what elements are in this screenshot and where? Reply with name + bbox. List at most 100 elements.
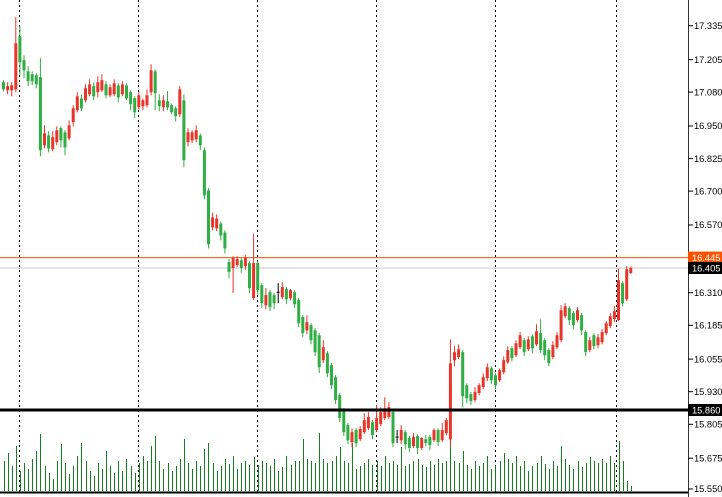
candle-body <box>252 263 256 298</box>
volume-bar <box>4 461 5 491</box>
volume-bar <box>586 463 587 491</box>
volume-bar <box>254 457 255 491</box>
candle-body <box>453 352 456 361</box>
candle-body <box>494 375 497 386</box>
volume-bar <box>454 461 455 491</box>
volume-bar <box>57 461 58 491</box>
candle-body <box>448 363 452 440</box>
axis-price-label: 16.055 <box>694 354 722 364</box>
volume-bar <box>426 467 427 491</box>
volume-bar <box>537 463 538 491</box>
candle-body <box>145 95 149 106</box>
volume-bar <box>245 461 246 491</box>
axis-price-label: 16.700 <box>694 186 722 196</box>
volume-bar <box>479 466 480 491</box>
volume-bar <box>204 449 205 491</box>
volume-bar <box>491 469 492 491</box>
candle-body <box>399 430 403 441</box>
volume-bar <box>590 457 591 491</box>
volume-bar <box>192 469 193 491</box>
volume-bar <box>69 474 70 491</box>
candle-body <box>141 100 145 107</box>
volume-bar <box>582 467 583 491</box>
candle-body <box>243 258 247 267</box>
volume-bar <box>565 459 566 491</box>
candle-body <box>293 292 297 305</box>
volume-bar <box>131 466 132 491</box>
volume-bar <box>475 461 476 491</box>
volume-bar <box>430 461 431 491</box>
axis-price-label: 16.825 <box>694 154 722 164</box>
volume-bar <box>225 459 226 491</box>
candle-body <box>485 367 489 379</box>
candle-body <box>358 429 362 440</box>
candle-body <box>88 84 92 95</box>
volume-bar <box>188 463 189 491</box>
current-price-line-badge <box>688 262 722 275</box>
candle-body <box>186 132 190 143</box>
candle-body <box>612 311 616 320</box>
axis-price-label: 16.950 <box>694 121 722 131</box>
volume-bar <box>172 471 173 491</box>
volume-bar <box>389 463 390 491</box>
volume-bar <box>368 459 369 491</box>
candle-body <box>473 392 477 401</box>
axis-price-label: 15.675 <box>694 453 722 463</box>
axis-price-label: 16.310 <box>694 288 722 298</box>
volume-bar <box>98 463 99 491</box>
candle-body <box>18 36 22 63</box>
volume-bar <box>377 461 378 491</box>
volume-bar <box>450 429 451 491</box>
axis-price-label: 17.205 <box>694 55 722 65</box>
axis-price-label: 15.550 <box>694 484 722 494</box>
volume-bar <box>126 459 127 491</box>
volume-bar <box>110 466 111 491</box>
candle-body <box>477 385 481 394</box>
candle-body <box>481 377 485 388</box>
volume-bar <box>348 463 349 491</box>
candle-body <box>325 353 329 374</box>
candle-body <box>194 130 198 140</box>
candle-body <box>338 395 342 419</box>
candle-body <box>604 323 608 334</box>
volume-bar <box>200 466 201 491</box>
candle-body <box>112 83 116 95</box>
candle-body <box>231 258 235 269</box>
volume-bar <box>307 459 308 491</box>
volume-bar <box>483 463 484 491</box>
volume-bar <box>24 463 25 491</box>
volume-bar <box>619 441 620 491</box>
candle-body <box>600 332 604 343</box>
volume-bar <box>409 464 410 491</box>
candle-body <box>522 340 526 353</box>
volume-bar <box>81 443 82 491</box>
candle-body <box>424 439 428 444</box>
volume-bar <box>143 456 144 491</box>
candle-body <box>567 308 571 321</box>
volume-bar <box>532 466 533 491</box>
volume-bar <box>573 469 574 491</box>
candle-body <box>330 365 333 386</box>
candle-body <box>284 289 288 300</box>
volume-bar <box>8 453 9 491</box>
candle-body <box>576 310 579 321</box>
volume-bar <box>135 473 136 491</box>
candle-body <box>239 260 243 269</box>
volume-bar <box>151 446 152 491</box>
candle-body <box>432 430 436 441</box>
volume-bar <box>397 465 398 491</box>
volume-bar <box>262 461 263 491</box>
volume-bar <box>327 463 328 491</box>
candle-body <box>182 100 186 161</box>
volume-bar <box>352 443 353 491</box>
candle-body <box>571 313 575 326</box>
volume-bar <box>114 473 115 491</box>
volume-bar <box>553 461 554 491</box>
volume-bar <box>500 461 501 491</box>
candle-body <box>207 190 210 245</box>
axis-price-label: 17.335 <box>694 21 722 31</box>
volume-bar <box>90 471 91 491</box>
